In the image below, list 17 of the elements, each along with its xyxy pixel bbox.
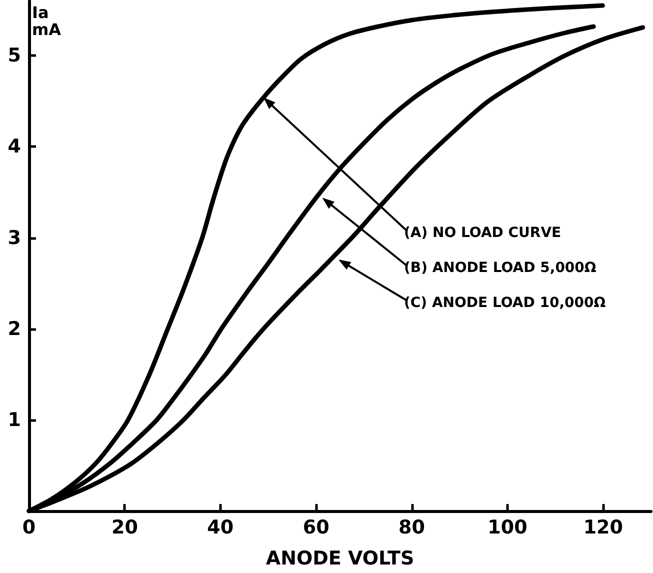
x-tick-label: 40 (207, 516, 234, 538)
y-tick-label: 2 (8, 318, 21, 340)
annotation: (A) NO LOAD CURVE (404, 225, 562, 241)
x-tick-label: 60 (302, 516, 330, 538)
annotation: (B) ANODE LOAD 5,000Ω (404, 260, 596, 276)
annotation: (C) ANODE LOAD 10,000Ω (404, 295, 606, 311)
x-tick-label: 100 (488, 516, 528, 538)
y-tick-label: 4 (8, 136, 21, 158)
x-tick-label: 80 (398, 516, 425, 538)
x-tick-label: 120 (583, 516, 623, 538)
y-tick-label: 3 (8, 226, 21, 249)
x-tick-label: 20 (111, 516, 138, 538)
y-tick-label: 1 (8, 408, 21, 431)
x-tick-label: 0 (22, 516, 36, 538)
y-tick-label: 5 (8, 44, 21, 67)
y-axis-title: Ia mA (32, 3, 62, 39)
x-axis-title: ANODE VOLTS (266, 548, 414, 570)
